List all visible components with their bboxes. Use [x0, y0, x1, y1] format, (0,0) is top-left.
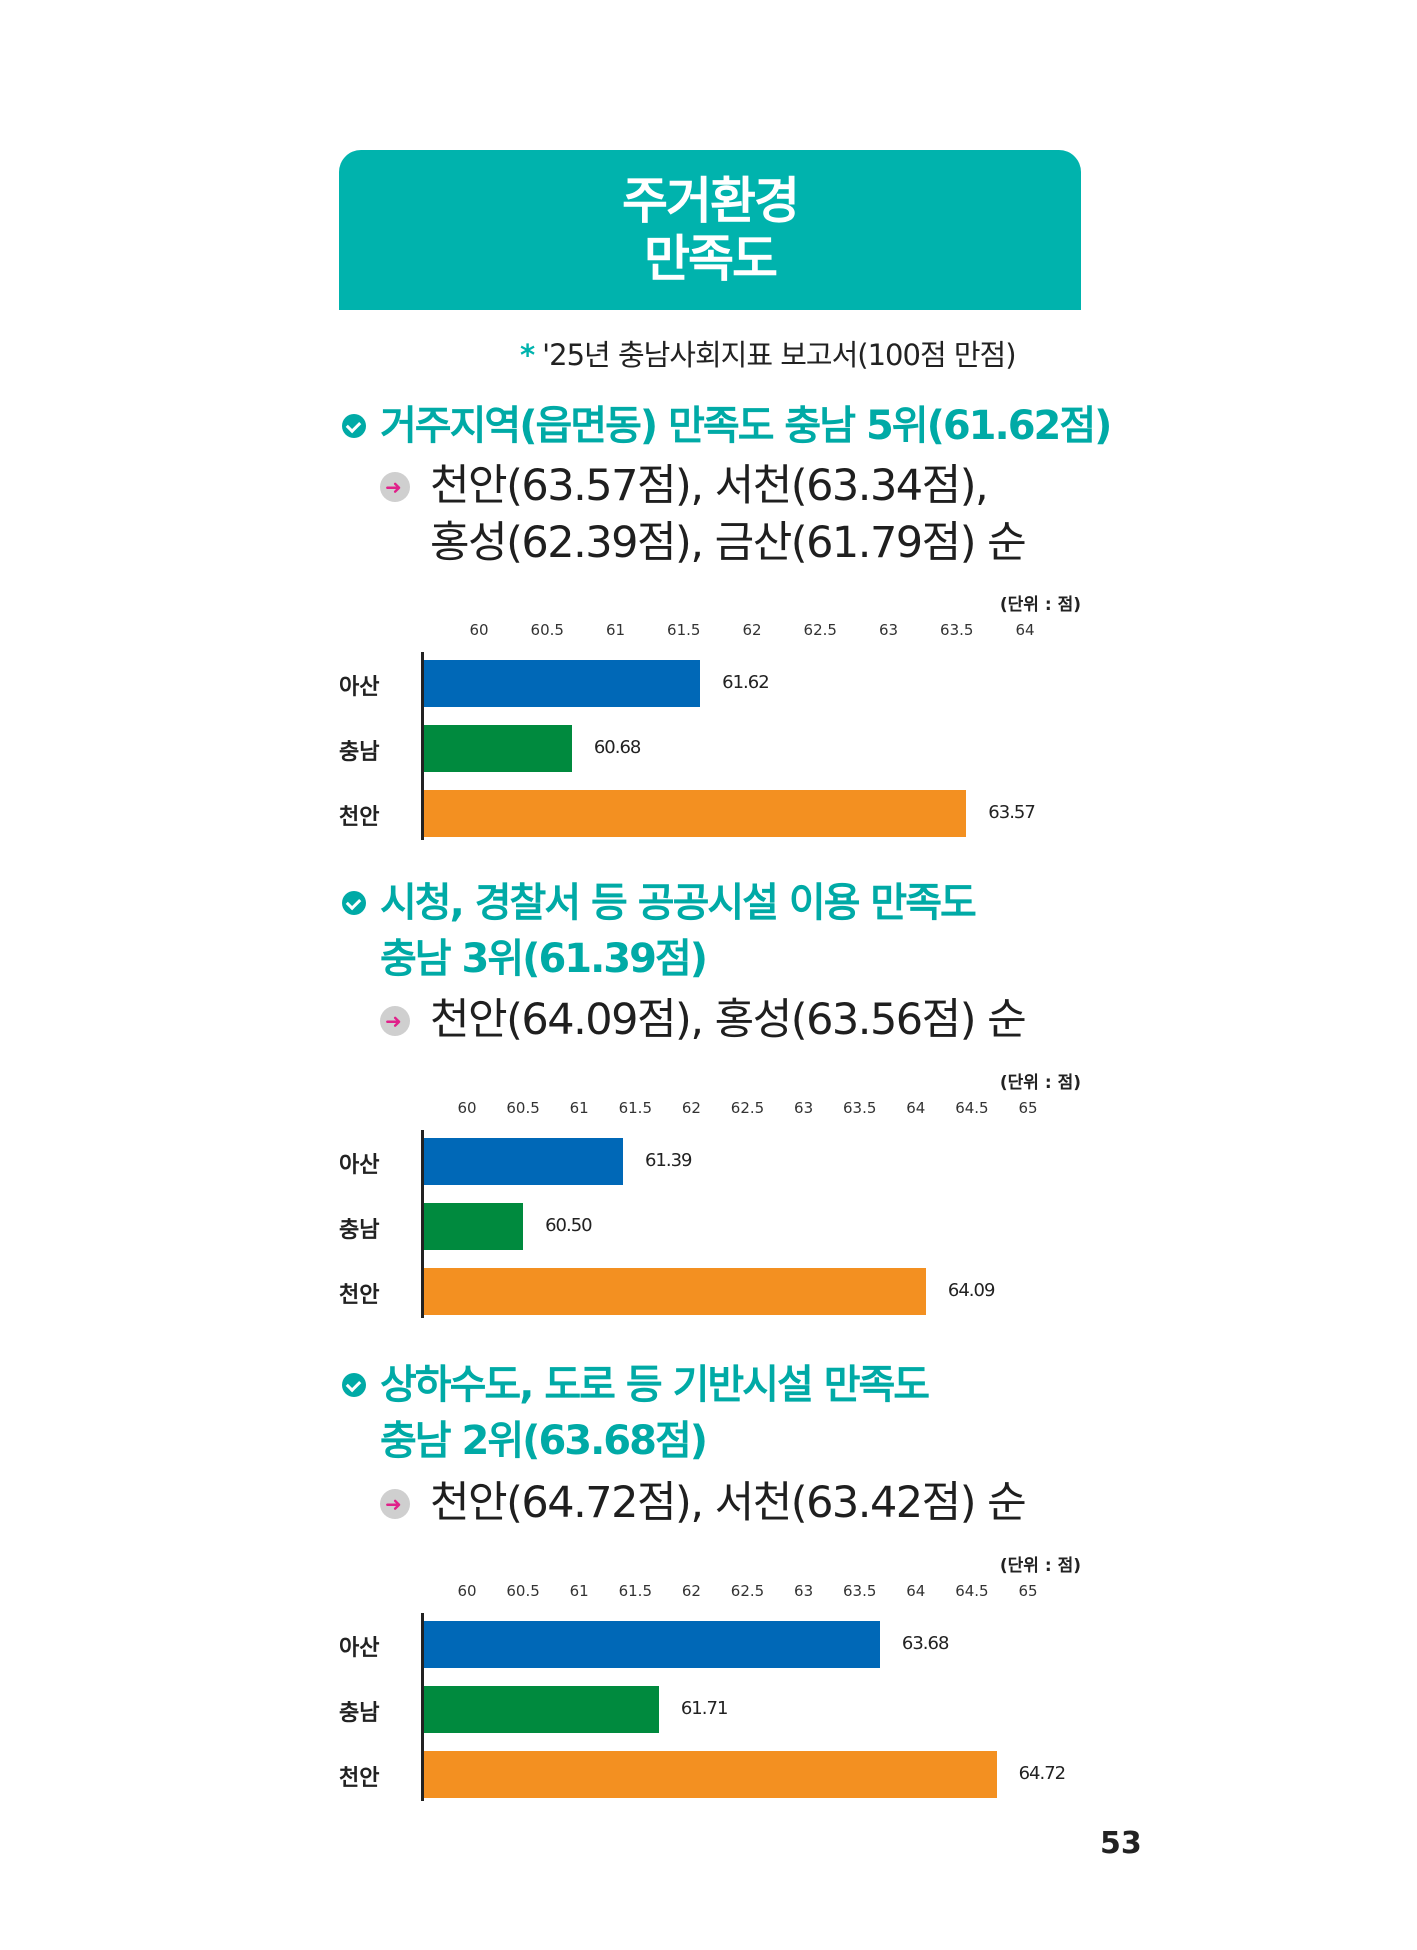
category-label: 아산 [339, 1153, 380, 1178]
bar-0 [424, 1138, 623, 1185]
y-axis-line [421, 1613, 424, 1801]
x-tick-label: 63.5 [842, 1099, 877, 1117]
x-tick-label: 62.5 [730, 1099, 765, 1117]
bar-2 [424, 1268, 926, 1315]
section-1-sub-line-2: 홍성(62.39점), 금산(61.79점) 순 [430, 518, 1027, 568]
x-tick-label: 61 [569, 1099, 589, 1117]
x-tick-label: 65 [1018, 1099, 1038, 1117]
x-tick-label: 63.5 [940, 621, 974, 639]
data-label: 63.57 [988, 802, 1036, 823]
section-2-heading-line-2: 충남 3위(61.39점) [380, 936, 708, 982]
x-tick-label: 63 [794, 1582, 814, 1600]
page-number: 53 [1100, 1826, 1142, 1861]
bar-1 [424, 1686, 659, 1733]
data-label: 61.62 [722, 672, 770, 693]
x-tick-label: 64 [1015, 621, 1035, 639]
check-icon [342, 1373, 366, 1397]
x-tick-label: 60 [469, 621, 489, 639]
chart-unit-label: (단위 : 점) [999, 595, 1081, 615]
x-tick-label: 61.5 [618, 1582, 652, 1600]
x-tick-label: 61.5 [618, 1099, 652, 1117]
bar-2 [424, 1751, 997, 1798]
section-2-sub: 천안(64.09점), 홍성(63.56점) 순 [380, 992, 1027, 1049]
bar-0 [424, 1621, 880, 1668]
chart-unit-label: (단위 : 점) [999, 1556, 1081, 1576]
x-tick-label: 63 [794, 1099, 814, 1117]
data-label: 61.39 [644, 1150, 693, 1171]
data-label: 60.68 [593, 737, 642, 758]
section-1-sub-line-1: 천안(63.57점), 서천(63.34점), [430, 461, 989, 511]
bar-2 [424, 790, 967, 837]
x-tick-label: 62.5 [730, 1582, 765, 1600]
bar-0 [424, 660, 701, 707]
category-label: 아산 [339, 675, 380, 700]
data-label: 60.50 [545, 1215, 593, 1236]
section-2-heading: 시청, 경찰서 등 공공시설 이용 만족도 충남 3위(61.39점) [342, 875, 977, 987]
section-1-sub: 천안(63.57점), 서천(63.34점), 홍성(62.39점), 금산(6… [380, 458, 1027, 572]
x-tick-label: 60.5 [506, 1582, 540, 1600]
y-axis-line [421, 652, 424, 840]
data-label: 64.09 [947, 1280, 996, 1301]
x-tick-label: 60.5 [530, 621, 564, 639]
x-tick-label: 64 [906, 1582, 926, 1600]
x-tick-label: 61 [605, 621, 626, 639]
section-3-sub: 천안(64.72점), 서천(63.42점) 순 [380, 1475, 1027, 1532]
x-tick-label: 60 [457, 1099, 477, 1117]
x-tick-label: 63.5 [842, 1582, 877, 1600]
section-1-heading: 거주지역(읍면동) 만족도 충남 5위(61.62점) [342, 398, 1112, 454]
x-tick-label: 60 [457, 1582, 477, 1600]
section-3-sub-line-1: 천안(64.72점), 서천(63.42점) 순 [430, 1478, 1027, 1528]
chart-unit-label: (단위 : 점) [999, 1073, 1081, 1093]
asterisk-icon: * [520, 338, 535, 372]
category-label: 아산 [339, 1636, 380, 1661]
arrow-right-icon [380, 472, 410, 502]
x-tick-label: 62 [742, 621, 762, 639]
arrow-right-icon [380, 1006, 410, 1036]
x-tick-label: 65 [1018, 1582, 1038, 1600]
x-tick-label: 62.5 [803, 621, 837, 639]
arrow-right-icon [380, 1489, 410, 1519]
section-2-heading-line-1: 시청, 경찰서 등 공공시설 이용 만족도 [380, 880, 977, 926]
section-3-heading-line-1: 상하수도, 도로 등 기반시설 만족도 [380, 1362, 930, 1408]
y-axis-line [421, 1130, 424, 1318]
source-note: * '25년 충남사회지표 보고서(100점 만점) [520, 332, 1017, 374]
check-icon [342, 414, 366, 438]
x-tick-label: 62 [681, 1099, 701, 1117]
title-line-1: 주거환경 [622, 172, 800, 230]
x-tick-label: 60.5 [506, 1099, 540, 1117]
x-tick-label: 62 [681, 1582, 701, 1600]
x-tick-label: 63 [878, 621, 899, 639]
check-icon [342, 891, 366, 915]
category-label: 충남 [339, 1701, 380, 1726]
category-label: 천안 [339, 1766, 380, 1791]
x-tick-label: 64.5 [955, 1099, 989, 1117]
data-label: 63.68 [901, 1633, 950, 1654]
category-label: 천안 [339, 1283, 380, 1308]
category-label: 충남 [339, 740, 380, 765]
title-line-2: 만족도 [644, 230, 778, 288]
category-label: 천안 [339, 805, 380, 830]
x-tick-label: 64.5 [955, 1582, 989, 1600]
x-tick-label: 61.5 [667, 621, 701, 639]
section-3-heading: 상하수도, 도로 등 기반시설 만족도 충남 2위(63.68점) [342, 1357, 930, 1469]
bar-1 [424, 725, 572, 772]
data-label: 64.72 [1018, 1763, 1067, 1784]
data-label: 61.71 [680, 1698, 729, 1719]
source-text: '25년 충남사회지표 보고서(100점 만점) [542, 338, 1016, 372]
bar-1 [424, 1203, 524, 1250]
category-label: 충남 [339, 1218, 380, 1243]
section-2-sub-line-1: 천안(64.09점), 홍성(63.56점) 순 [430, 995, 1027, 1045]
section-3-heading-line-2: 충남 2위(63.68점) [380, 1418, 708, 1464]
title-banner: 주거환경 만족도 [339, 150, 1081, 310]
section-1-heading-line-1: 거주지역(읍면동) 만족도 충남 5위(61.62점) [380, 403, 1112, 449]
x-tick-label: 64 [906, 1099, 926, 1117]
x-tick-label: 61 [569, 1582, 589, 1600]
